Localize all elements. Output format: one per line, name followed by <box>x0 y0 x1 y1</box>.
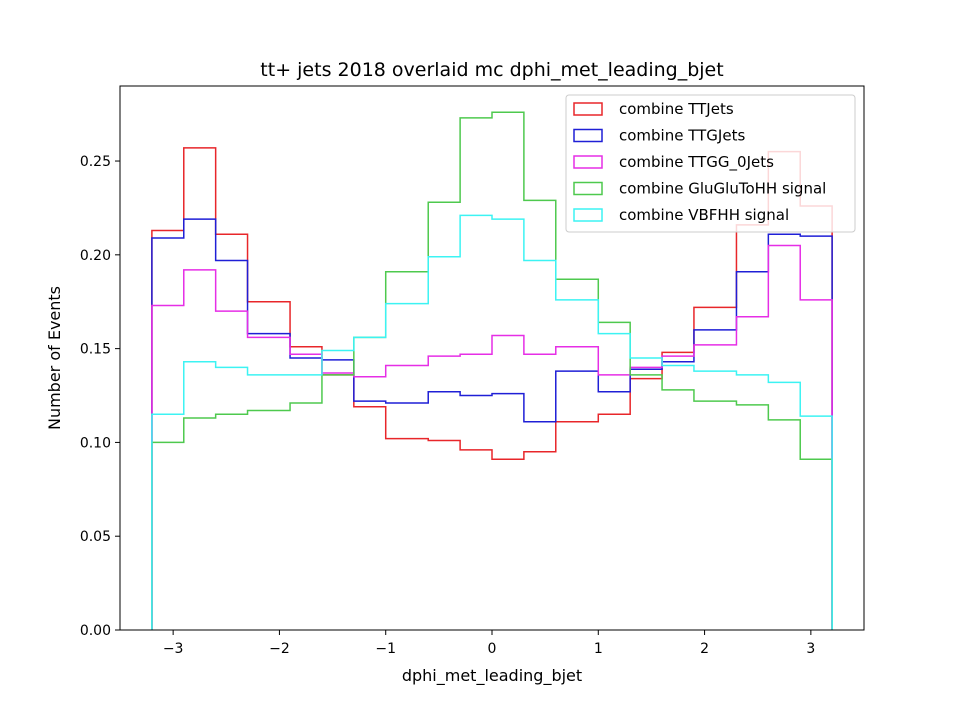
legend-label-2: combine TTGG_0Jets <box>619 153 774 172</box>
x-tick-label: −1 <box>375 641 396 657</box>
legend-box <box>565 94 856 233</box>
y-axis-label: Number of Events <box>45 286 64 430</box>
legend-swatch-2 <box>573 155 603 169</box>
x-tick-label: −2 <box>269 641 290 657</box>
series-3-step-line <box>151 111 833 630</box>
legend-label-3: combine GluGluToHH signal <box>619 180 826 198</box>
legend-swatch-3 <box>573 181 603 196</box>
series-2-step-line <box>151 244 833 630</box>
y-tick-label: 0.00 <box>80 623 111 639</box>
x-axis: −3 −2 −1 0 1 2 3 <box>163 630 815 657</box>
plot-area <box>151 111 833 630</box>
legend-label-0: combine TTJets <box>619 100 734 118</box>
series-4-step-line <box>151 214 833 630</box>
legend-swatch-0 <box>573 102 603 116</box>
x-tick-label: −3 <box>163 641 184 657</box>
x-tick-label: 0 <box>488 641 497 657</box>
chart-title: tt+ jets 2018 overlaid mc dphi_met_leadi… <box>260 59 723 81</box>
y-axis: 0.00 0.05 0.10 0.15 0.20 0.25 <box>80 154 120 639</box>
legend-swatch-1 <box>573 128 603 143</box>
y-tick-label: 0.10 <box>80 435 111 451</box>
y-tick-label: 0.20 <box>80 248 111 264</box>
x-tick-label: 2 <box>700 641 709 657</box>
legend-label-1: combine TTGJets <box>619 127 745 145</box>
x-tick-label: 3 <box>806 641 815 657</box>
legend: combine TTJets combine TTGJets combine TTG… <box>565 94 856 233</box>
x-tick-label: 1 <box>594 641 603 657</box>
x-axis-label: dphi_met_leading_bjet <box>402 666 582 686</box>
y-tick-label: 0.15 <box>80 342 111 358</box>
legend-swatch-4 <box>573 208 603 222</box>
axes-frame <box>119 85 865 631</box>
y-tick-label: 0.25 <box>80 154 111 170</box>
y-tick-label: 0.05 <box>80 529 111 545</box>
legend-label-4: combine VBFHH signal <box>619 206 789 224</box>
